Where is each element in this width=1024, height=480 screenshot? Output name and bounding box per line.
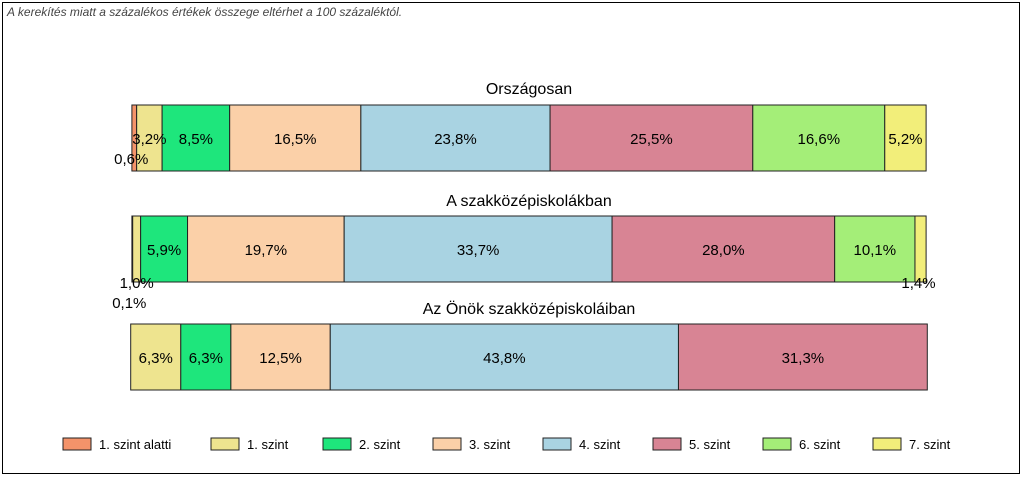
data-label-g3-level-1: 6,3% <box>139 350 173 367</box>
legend-label-level-2: 2. szint <box>359 437 401 452</box>
data-label-g2-level-3: 19,7% <box>245 242 288 259</box>
legend-swatch-level-0 <box>62 437 92 451</box>
data-label-g1-level-7: 5,2% <box>888 131 922 148</box>
data-label-g3-level-2: 6,3% <box>189 350 223 367</box>
data-label-g2-level-0: 0,1% <box>112 295 146 312</box>
legend-label-level-3: 3. szint <box>469 437 511 452</box>
data-label-g1-level-5: 25,5% <box>630 131 673 148</box>
bar-segment-g1-level-3 <box>229 104 362 172</box>
bar-segment-g2-level-7 <box>914 215 927 283</box>
legend-label-level-7: 7. szint <box>909 437 951 452</box>
data-label-g1-level-0: 0,6% <box>114 151 148 168</box>
data-label-g2-level-7: 1,4% <box>901 275 935 292</box>
data-label-g3-level-4: 43,8% <box>483 350 526 367</box>
legend-swatch-level-2 <box>322 437 352 451</box>
data-label-g2-level-6: 10,1% <box>854 242 897 259</box>
data-label-g3-level-3: 12,5% <box>259 350 302 367</box>
bar-segment-g1-level-6 <box>752 104 886 172</box>
legend-label-level-0: 1. szint alatti <box>99 437 171 452</box>
bar-segment-g1-level-5 <box>549 104 754 172</box>
data-label-g2-level-5: 28,0% <box>702 242 745 259</box>
rounding-note: A kerekítés miatt a százalékos értékek ö… <box>7 5 403 19</box>
data-label-g2-level-2: 5,9% <box>147 242 181 259</box>
bar-segment-g3-level-5 <box>677 323 928 391</box>
bar-segment-g1-level-1 <box>136 104 163 172</box>
bar-segment-g2-level-3 <box>187 215 345 283</box>
legend-swatch-level-1 <box>210 437 240 451</box>
bar-segment-g3-level-4 <box>329 323 679 391</box>
bar-segment-g3-level-3 <box>230 323 331 391</box>
stacked-bar-chart: Országosan 0,6% 3,2% 8,5% 16,5% 23,8% 25,5% 16,… <box>62 81 951 452</box>
data-label-g2-level-4: 33,7% <box>457 242 500 259</box>
data-label-g1-level-6: 16,6% <box>798 131 841 148</box>
data-label-g1-level-1: 3,2% <box>132 131 166 148</box>
group-title-2: A szakközépiskolákban <box>446 193 611 210</box>
group-title-3: Az Önök szakközépiskoláiban <box>423 300 636 318</box>
bar-segment-g1-level-7 <box>884 104 927 172</box>
group-title-1: Országosan <box>486 81 572 98</box>
data-label-g1-level-3: 16,5% <box>274 131 317 148</box>
legend-swatch-level-3 <box>432 437 462 451</box>
legend-label-level-5: 5. szint <box>689 437 731 452</box>
data-label-g3-level-5: 31,3% <box>782 350 825 367</box>
legend-swatch-level-7 <box>872 437 902 451</box>
legend-swatch-level-6 <box>762 437 792 451</box>
bar-segment-g2-level-1 <box>132 215 142 283</box>
bar-segment-g2-level-5 <box>611 215 836 283</box>
bar-segment-g2-level-4 <box>343 215 613 283</box>
bar-segment-g1-level-4 <box>360 104 551 172</box>
legend-swatch-level-4 <box>542 437 572 451</box>
legend-label-level-1: 1. szint <box>247 437 289 452</box>
data-label-g2-level-1: 1,0% <box>120 275 154 292</box>
data-label-g1-level-4: 23,8% <box>434 131 477 148</box>
legend-swatch-level-5 <box>652 437 682 451</box>
chart-frame: A kerekítés miatt a százalékos értékek ö… <box>2 2 1020 474</box>
data-label-g1-level-2: 8,5% <box>179 131 213 148</box>
legend-label-level-6: 6. szint <box>799 437 841 452</box>
bar-segment-g3-level-1 <box>130 323 182 391</box>
legend-label-level-4: 4. szint <box>579 437 621 452</box>
